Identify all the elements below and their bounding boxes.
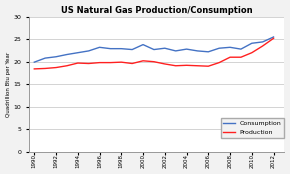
Consumption xyxy=(32,61,36,63)
Production xyxy=(32,68,36,70)
Consumption xyxy=(163,47,166,49)
Consumption xyxy=(76,52,79,54)
Consumption xyxy=(206,51,210,53)
Production xyxy=(185,64,188,66)
Consumption xyxy=(130,49,134,51)
Production xyxy=(163,63,166,65)
Production xyxy=(174,65,177,67)
Production xyxy=(141,60,145,62)
Consumption xyxy=(185,48,188,50)
Production xyxy=(76,62,79,64)
Production xyxy=(228,56,232,58)
Production xyxy=(130,62,134,65)
Production xyxy=(87,62,90,65)
Production xyxy=(206,65,210,67)
Production xyxy=(98,62,101,64)
Production xyxy=(65,65,69,67)
Production xyxy=(218,62,221,64)
Consumption xyxy=(141,44,145,46)
Consumption xyxy=(174,50,177,52)
Production xyxy=(54,66,58,69)
Consumption xyxy=(119,48,123,50)
Consumption xyxy=(152,49,156,51)
Consumption xyxy=(54,56,58,58)
Y-axis label: Quadrillion Btu per Year: Quadrillion Btu per Year xyxy=(6,52,10,117)
Production xyxy=(250,52,253,54)
Consumption xyxy=(65,53,69,56)
Production xyxy=(44,67,47,69)
Consumption xyxy=(98,46,101,48)
Consumption xyxy=(228,46,232,48)
Consumption xyxy=(250,42,253,44)
Consumption xyxy=(239,48,243,50)
Consumption xyxy=(44,57,47,59)
Consumption xyxy=(87,50,90,52)
Consumption xyxy=(196,50,199,52)
Consumption xyxy=(109,48,112,50)
Consumption xyxy=(218,47,221,49)
Production xyxy=(109,62,112,64)
Production xyxy=(272,37,275,39)
Production xyxy=(196,65,199,67)
Production xyxy=(261,45,264,47)
Production xyxy=(239,56,243,58)
Production xyxy=(119,61,123,63)
Consumption xyxy=(261,41,264,43)
Legend: Consumption, Production: Consumption, Production xyxy=(221,118,284,138)
Production xyxy=(152,61,156,63)
Title: US Natural Gas Production/Consumption: US Natural Gas Production/Consumption xyxy=(61,6,253,15)
Line: Consumption: Consumption xyxy=(34,37,273,62)
Consumption xyxy=(272,36,275,38)
Line: Production: Production xyxy=(34,38,273,69)
